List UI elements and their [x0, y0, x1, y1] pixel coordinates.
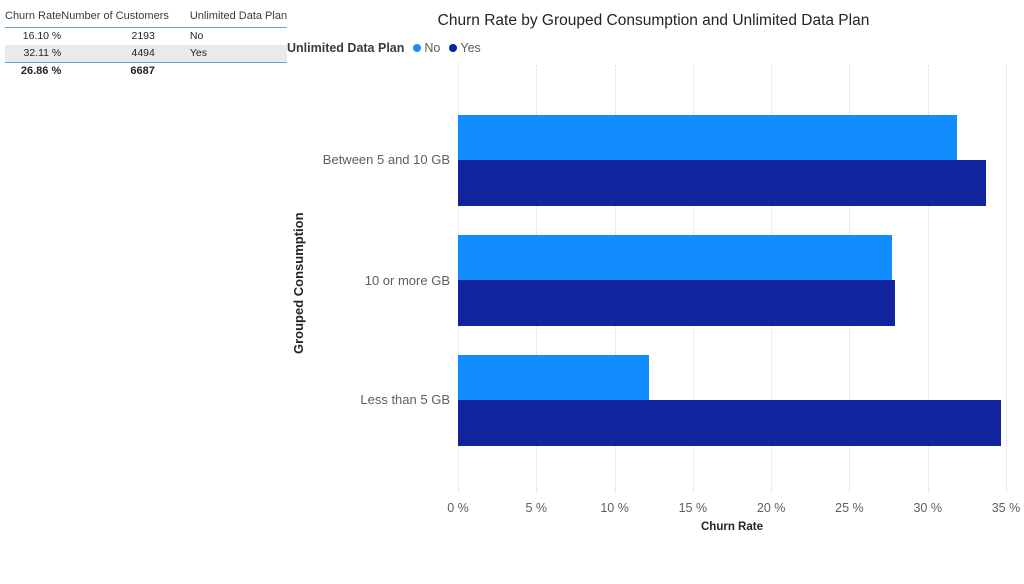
- total-customers: 6687: [130, 65, 155, 77]
- legend-label-yes: Yes: [460, 41, 481, 55]
- bar-no-between-5-and-10-gb[interactable]: [458, 115, 958, 160]
- column-header-number-of-customers[interactable]: Number of Customers: [61, 10, 169, 22]
- legend-item-yes[interactable]: Yes: [449, 41, 481, 55]
- legend-item-no[interactable]: No: [413, 41, 440, 55]
- bar-yes-less-than-5-gb[interactable]: [458, 400, 1002, 446]
- gridline-30: [927, 65, 929, 493]
- column-header-churn-rate[interactable]: Churn Rate: [5, 10, 62, 22]
- x-axis-ticks: 0 % 5 % 10 % 15 % 20 % 25 % 30 % 35 %: [447, 501, 1020, 517]
- table-row[interactable]: 32.11 % 4494 Yes: [5, 45, 288, 63]
- bar-no-10-or-more-gb[interactable]: [458, 235, 892, 280]
- churn-summary-table: Churn Rate Number of Customers Unlimited…: [5, 6, 288, 81]
- legend-dot-yes-icon: [449, 44, 458, 52]
- bar-no-less-than-5-gb[interactable]: [458, 355, 650, 400]
- x-tick-0: 0 %: [447, 501, 469, 515]
- x-tick-10: 10 %: [600, 501, 629, 515]
- chart-legend: Unlimited Data Plan No Yes: [287, 41, 481, 55]
- bar-group-10-or-more-gb: [458, 235, 1006, 326]
- bar-yes-between-5-and-10-gb[interactable]: [458, 160, 986, 206]
- plot-area: [458, 65, 1007, 493]
- summary-table: Churn Rate Number of Customers Unlimited…: [5, 6, 288, 80]
- cell-customers: 4494: [131, 47, 155, 59]
- x-tick-15: 15 %: [678, 501, 708, 515]
- table-row[interactable]: 16.10 % 2193 No: [5, 28, 287, 46]
- table-total-row: 26.86 % 6687: [5, 62, 288, 81]
- gridline-35: [1005, 65, 1007, 493]
- cell-churn-rate: 16.10 %: [22, 30, 62, 42]
- legend-title: Unlimited Data Plan: [287, 41, 405, 55]
- cell-churn-rate: 32.11 %: [23, 47, 62, 59]
- column-header-unlimited-data-plan[interactable]: Unlimited Data Plan: [189, 10, 288, 22]
- cell-plan: Yes: [189, 47, 207, 59]
- category-label-less-than-5-gb: Less than 5 GB: [360, 392, 450, 407]
- total-churn-rate: 26.86 %: [20, 65, 62, 77]
- category-label-between-5-and-10-gb: Between 5 and 10 GB: [322, 152, 450, 167]
- legend-label-no: No: [424, 41, 441, 55]
- x-tick-30: 30 %: [913, 501, 942, 515]
- category-label-10-or-more-gb: 10 or more GB: [364, 273, 450, 288]
- x-tick-5: 5 %: [525, 501, 548, 515]
- churn-bar-chart: Churn Rate by Grouped Consumption and Un…: [283, 0, 1024, 584]
- chart-title: Churn Rate by Grouped Consumption and Un…: [437, 12, 870, 29]
- x-tick-35: 35 %: [991, 501, 1021, 515]
- table-header-row: Churn Rate Number of Customers Unlimited…: [5, 6, 288, 28]
- x-tick-20: 20 %: [756, 501, 786, 515]
- legend-dot-no-icon: [413, 44, 422, 52]
- total-plan: [169, 63, 287, 81]
- cell-customers: 2193: [131, 30, 155, 42]
- x-axis-title: Churn Rate: [701, 521, 763, 533]
- x-tick-25: 25 %: [835, 501, 864, 515]
- bar-yes-10-or-more-gb[interactable]: [458, 280, 895, 326]
- bar-group-between-5-and-10-gb: [458, 115, 1006, 206]
- bar-group-less-than-5-gb: [458, 355, 1006, 446]
- cell-plan: No: [189, 30, 204, 42]
